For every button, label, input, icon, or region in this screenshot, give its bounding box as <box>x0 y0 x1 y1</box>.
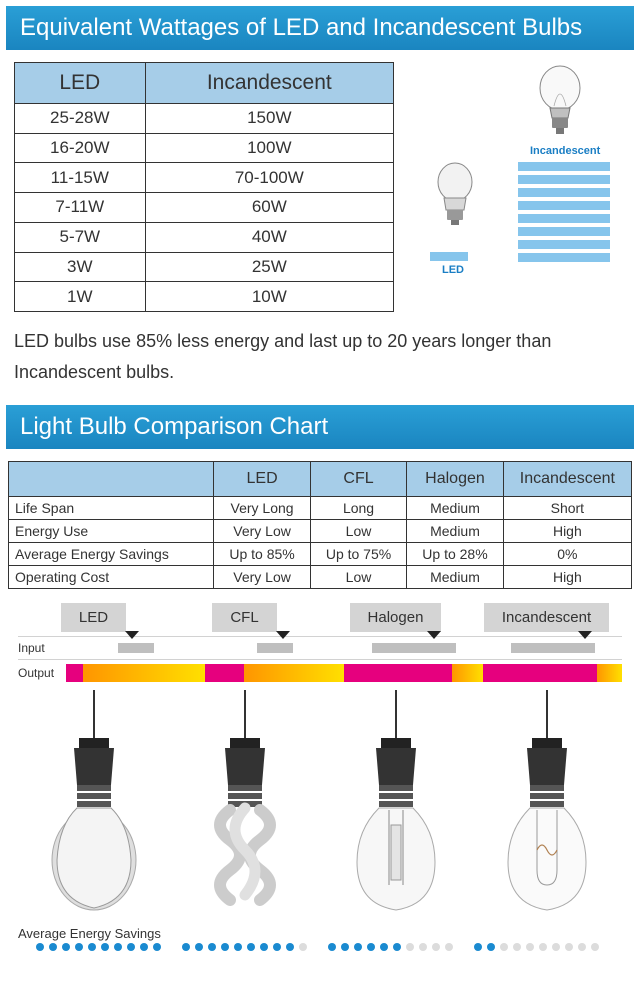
dots-cell <box>320 943 466 951</box>
wattage-row: LEDIncandescent 25-28W150W16-20W100W11-1… <box>0 62 640 322</box>
led-bulb-icon <box>432 162 478 232</box>
io-type-label: LED <box>18 603 169 632</box>
input-label: Input <box>18 641 66 655</box>
table-row: Life SpanVery LongLongMediumShort <box>9 497 632 520</box>
bulb-illustration <box>169 690 320 920</box>
input-output-section: LEDCFLHalogenIncandescent Input Output <box>0 603 640 694</box>
aes-dots-row <box>0 941 640 963</box>
bulb-illustration <box>18 690 169 920</box>
io-type-label: CFL <box>169 603 320 632</box>
bulb-illustration <box>471 690 622 920</box>
table-row: Energy UseVery LowLowMediumHigh <box>9 520 632 543</box>
wat-col: Incandescent <box>145 63 393 104</box>
table-row: 16-20W100W <box>15 133 394 163</box>
dots-cell <box>28 943 174 951</box>
table-row: Operating CostVery LowLowMediumHigh <box>9 566 632 589</box>
table-row: 11-15W70-100W <box>15 163 394 193</box>
vis-incandescent-label: Incandescent <box>530 145 600 157</box>
table-row: Average Energy SavingsUp to 85%Up to 75%… <box>9 543 632 566</box>
dots-cell <box>174 943 320 951</box>
aes-label: Average Energy Savings <box>0 920 640 941</box>
incandescent-bars <box>518 162 610 262</box>
incandescent-bulb-icon <box>534 64 586 142</box>
dots-cell <box>466 943 612 951</box>
vis-led-label: LED <box>442 264 464 276</box>
bulb-illustration <box>320 690 471 920</box>
table-row: 25-28W150W <box>15 104 394 134</box>
comparison-table: LEDCFLHalogenIncandescent Life SpanVery … <box>8 461 632 589</box>
table-row: 3W25W <box>15 252 394 282</box>
banner-wattage: Equivalent Wattages of LED and Incandesc… <box>6 6 634 50</box>
wat-col: LED <box>15 63 146 104</box>
table-row: 7-11W60W <box>15 193 394 223</box>
bulb-visual: Incandescent LED <box>412 62 622 312</box>
output-label: Output <box>18 666 66 680</box>
caption-text: LED bulbs use 85% less energy and last u… <box>0 322 640 399</box>
table-row: 5-7W40W <box>15 222 394 252</box>
bulb-illustration-row <box>0 690 640 920</box>
led-bars <box>430 252 468 261</box>
wattage-table: LEDIncandescent 25-28W150W16-20W100W11-1… <box>14 62 394 312</box>
banner-comparison: Light Bulb Comparison Chart <box>6 405 634 449</box>
io-type-label: Halogen <box>320 603 471 632</box>
io-type-label: Incandescent <box>471 603 622 632</box>
table-row: 1W10W <box>15 282 394 312</box>
